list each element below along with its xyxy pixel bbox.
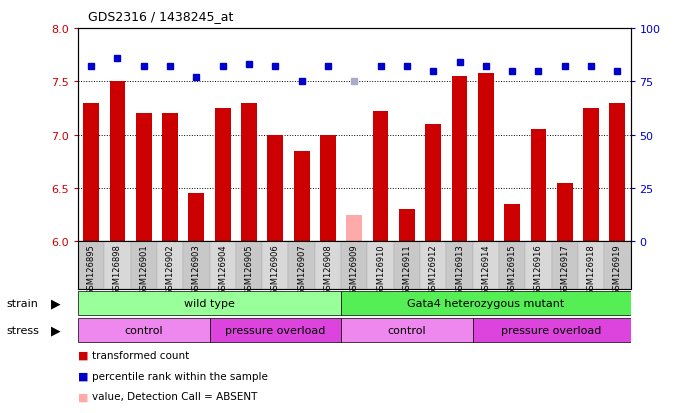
Bar [188,194,204,242]
Bar [183,242,210,289]
Text: GSM126906: GSM126906 [271,244,280,294]
Text: pressure overload: pressure overload [225,325,325,335]
Bar [373,112,388,242]
Bar [241,103,257,242]
Text: control: control [125,325,163,335]
Text: GSM126903: GSM126903 [192,244,201,294]
Text: wild type: wild type [184,299,235,309]
Text: GSM126901: GSM126901 [139,244,148,294]
Bar [499,242,525,289]
Bar [446,242,473,289]
Bar [399,210,415,242]
Bar [136,114,152,242]
Text: ▶: ▶ [51,324,60,337]
Bar [552,242,578,289]
Bar [478,74,494,242]
Bar [78,242,104,289]
Bar [215,109,231,242]
Bar [83,103,99,242]
Text: GSM126895: GSM126895 [87,244,96,294]
Text: GSM126902: GSM126902 [165,244,174,294]
Text: value, Detection Call = ABSENT: value, Detection Call = ABSENT [92,392,257,401]
Text: transformed count: transformed count [92,350,188,360]
Bar [341,318,473,342]
Bar [157,242,183,289]
Bar [367,242,394,289]
Bar [294,151,310,242]
Bar [210,318,341,342]
Text: GSM126909: GSM126909 [350,244,359,294]
Text: strain: strain [7,299,39,309]
Text: GSM126915: GSM126915 [508,244,517,294]
Text: percentile rank within the sample: percentile rank within the sample [92,371,267,381]
Bar [346,215,362,242]
Bar [557,183,573,242]
Bar [110,82,125,242]
Text: GSM126919: GSM126919 [613,244,622,294]
Bar [473,242,499,289]
Bar [504,204,520,242]
Bar [473,318,631,342]
Bar [531,130,546,242]
Text: stress: stress [7,325,39,335]
Text: ■: ■ [78,371,88,381]
Text: ■: ■ [78,392,88,401]
Bar [420,242,446,289]
Bar [288,242,315,289]
Text: rank, Detection Call = ABSENT: rank, Detection Call = ABSENT [92,412,252,413]
Text: control: control [388,325,426,335]
Text: GSM126908: GSM126908 [323,244,332,294]
Text: GSM126918: GSM126918 [586,244,595,294]
Text: GDS2316 / 1438245_at: GDS2316 / 1438245_at [88,10,233,23]
Bar [78,318,210,342]
Text: GSM126914: GSM126914 [481,244,490,294]
Bar [104,242,131,289]
Text: ■: ■ [78,412,88,413]
Bar [610,103,625,242]
Text: ▶: ▶ [51,297,60,310]
Text: GSM126905: GSM126905 [245,244,254,294]
Text: GSM126904: GSM126904 [218,244,227,294]
Bar [452,77,467,242]
Text: GSM126917: GSM126917 [560,244,570,294]
Text: Gata4 heterozygous mutant: Gata4 heterozygous mutant [407,299,565,309]
Text: pressure overload: pressure overload [502,325,602,335]
Text: GSM126916: GSM126916 [534,244,543,294]
Bar [525,242,552,289]
Text: GSM126907: GSM126907 [297,244,306,294]
Bar [341,242,367,289]
Bar [210,242,236,289]
Bar [604,242,631,289]
Bar [583,109,599,242]
Bar [394,242,420,289]
Bar [341,292,631,316]
Bar [320,135,336,242]
Bar [425,125,441,242]
Text: GSM126912: GSM126912 [428,244,438,294]
Bar [315,242,341,289]
Text: GSM126913: GSM126913 [455,244,464,294]
Bar [262,242,288,289]
Bar [578,242,604,289]
Bar [162,114,178,242]
Text: ■: ■ [78,350,88,360]
Text: GSM126898: GSM126898 [113,244,122,295]
Bar [236,242,262,289]
Bar [78,292,341,316]
Text: GSM126911: GSM126911 [402,244,412,294]
Bar [267,135,283,242]
Text: GSM126910: GSM126910 [376,244,385,294]
Bar [131,242,157,289]
